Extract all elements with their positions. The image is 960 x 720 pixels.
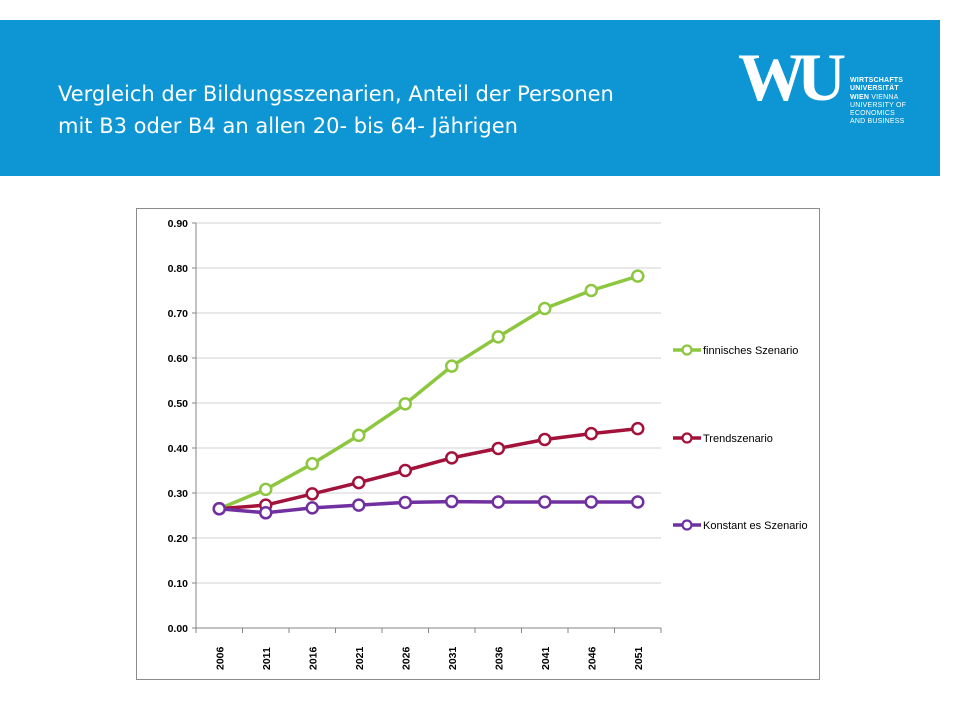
data-point-series-2: [445, 451, 459, 465]
line-chart: 0.00 0.10 0.20 0.30 0.40 0.50 0.60 0.70 0.80 0.90…: [168, 218, 808, 670]
x-tick-label: 2046: [586, 646, 598, 670]
wu-logo-mark-icon: WU: [738, 44, 854, 108]
legend-marker-1: [681, 344, 693, 356]
legend-label-2: Trendszenario: [703, 433, 773, 445]
data-point-series-2: [398, 463, 412, 478]
y-tick-label: 0.40: [168, 443, 189, 455]
data-point-series-1: [584, 283, 598, 298]
y-tick-label: 0.90: [168, 218, 189, 230]
data-point-series-3: [491, 495, 505, 509]
university-logo: WU WIRTSCHAFTS UNIVERSITÄT WIEN VIENNA U…: [738, 40, 918, 150]
y-tick-label: 0.60: [168, 353, 189, 365]
legend-label-3: Konstant es Szenario: [703, 520, 808, 532]
data-point-series-1: [491, 330, 505, 344]
logo-line-6: AND BUSINESS: [850, 118, 905, 126]
x-tick-label: 2021: [354, 646, 366, 670]
legend-label-1: finnisches Szenario: [703, 345, 798, 357]
y-tick-label: 0.50: [168, 398, 189, 410]
logo-line-4: UNIVERSITY OF: [850, 101, 907, 109]
data-point-series-2: [352, 475, 366, 490]
data-point-series-2: [538, 432, 552, 447]
data-point-series-1: [305, 457, 319, 471]
logo-mark-text: WU: [738, 44, 845, 108]
x-tick-label: 2011: [261, 647, 273, 670]
header-banner: Vergleich der Bildungsszenarien, Anteil …: [0, 20, 940, 176]
logo-line-3-bold: WIEN: [850, 93, 870, 101]
data-point-series-1: [445, 359, 459, 373]
data-point-series-1: [631, 269, 645, 283]
logo-line-5: ECONOMICS: [850, 110, 895, 118]
x-tick-label: 2051: [633, 646, 645, 670]
x-tick-label: 2036: [493, 646, 505, 670]
x-tick-label: 2026: [400, 646, 412, 670]
legend-marker-2: [681, 432, 693, 444]
data-point-series-3: [352, 498, 366, 512]
series-line-3: [219, 499, 638, 515]
chart-frame: 0.00 0.10 0.20 0.30 0.40 0.50 0.60 0.70 0.80 0.90…: [136, 208, 820, 680]
legend-marker-3: [681, 519, 693, 531]
data-point-series-2: [584, 426, 598, 441]
data-point-series-3: [631, 495, 645, 509]
x-tick-label: 2016: [307, 646, 319, 670]
data-point-series-3: [305, 501, 319, 515]
y-tick-label: 0.80: [168, 263, 189, 275]
y-tick-label: 0.70: [168, 308, 189, 320]
x-tick-label: 2006: [214, 646, 226, 670]
data-point-series-3: [212, 502, 226, 516]
logo-line-3: WIEN VIENNA: [850, 94, 906, 102]
title-line-2: mit B3 oder B4 an allen 20- bis 64- Jähr…: [58, 114, 518, 138]
data-point-series-1: [352, 428, 366, 443]
logo-line-1: WIRTSCHAFTS: [850, 77, 904, 84]
data-point-series-3: [584, 495, 598, 509]
data-point-series-3: [398, 495, 412, 510]
data-point-series-2: [491, 441, 505, 456]
data-point-series-2: [631, 421, 645, 436]
data-point-series-1: [398, 397, 412, 411]
data-point-series-3: [445, 494, 459, 509]
y-tick-label: 0.00: [168, 623, 189, 635]
y-tick-label: 0.30: [168, 488, 189, 500]
x-tick-label: 2031: [447, 646, 459, 670]
series-line-2: [219, 426, 638, 511]
data-point-series-3: [538, 495, 552, 509]
title-line-1: Vergleich der Bildungsszenarien, Anteil …: [58, 82, 614, 106]
y-tick-label: 0.20: [168, 533, 189, 545]
logo-line-2: UNIVERSITÄT: [850, 85, 899, 93]
page-title: Vergleich der Bildungsszenarien, Anteil …: [58, 78, 698, 142]
data-point-series-1: [538, 301, 552, 316]
data-point-series-1: [259, 482, 273, 497]
x-tick-label: 2041: [540, 646, 552, 670]
data-point-series-3: [259, 506, 273, 520]
logo-wordmark: WIRTSCHAFTS UNIVERSITÄT WIEN VIENNA UNIV…: [850, 77, 906, 127]
series-line-1: [218, 274, 639, 511]
y-tick-label: 0.10: [168, 578, 189, 590]
data-point-series-2: [305, 487, 319, 501]
logo-line-3-rest: VIENNA: [869, 93, 899, 101]
